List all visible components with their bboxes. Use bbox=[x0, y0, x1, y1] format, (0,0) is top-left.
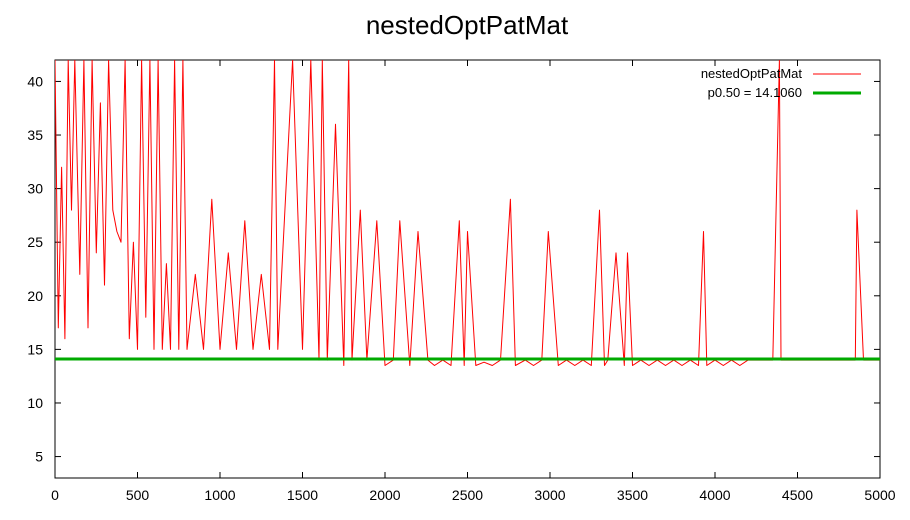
y-axis: 5 10 15 20 25 30 35 40 bbox=[27, 73, 880, 465]
legend: nestedOptPatMat p0.50 = 14.1060 bbox=[701, 66, 861, 100]
x-tick-label: 0 bbox=[51, 487, 59, 503]
legend-label-0: nestedOptPatMat bbox=[701, 66, 803, 81]
x-tick-label: 4500 bbox=[782, 487, 813, 503]
y-tick-label: 10 bbox=[27, 395, 43, 411]
y-tick-label: 30 bbox=[27, 181, 43, 197]
y-tick-label: 20 bbox=[27, 288, 43, 304]
plot-frame bbox=[54, 59, 881, 479]
x-tick-label: 1500 bbox=[287, 487, 318, 503]
y-tick-label: 35 bbox=[27, 127, 43, 143]
y-tick-label: 15 bbox=[27, 341, 43, 357]
series-layer bbox=[55, 60, 880, 366]
plot-border bbox=[54, 59, 881, 479]
x-tick-label: 3000 bbox=[534, 487, 565, 503]
x-tick-label: 1000 bbox=[204, 487, 235, 503]
y-tick-label: 5 bbox=[35, 449, 43, 465]
x-tick-label: 5000 bbox=[864, 487, 895, 503]
x-tick-label: 4000 bbox=[699, 487, 730, 503]
x-tick-label: 3500 bbox=[617, 487, 648, 503]
x-axis: 0 500 1000 1500 2000 2500 3000 3500 4000 4500 5000 bbox=[51, 60, 896, 503]
y-tick-label: 40 bbox=[27, 73, 43, 89]
y-tick-label: 25 bbox=[27, 234, 43, 250]
legend-label-1: p0.50 = 14.1060 bbox=[708, 85, 802, 100]
chart-title: nestedOptPatMat bbox=[366, 10, 569, 40]
x-tick-label: 2500 bbox=[452, 487, 483, 503]
x-tick-label: 2000 bbox=[369, 487, 400, 503]
x-tick-label: 500 bbox=[126, 487, 150, 503]
series-line-0 bbox=[55, 60, 880, 366]
